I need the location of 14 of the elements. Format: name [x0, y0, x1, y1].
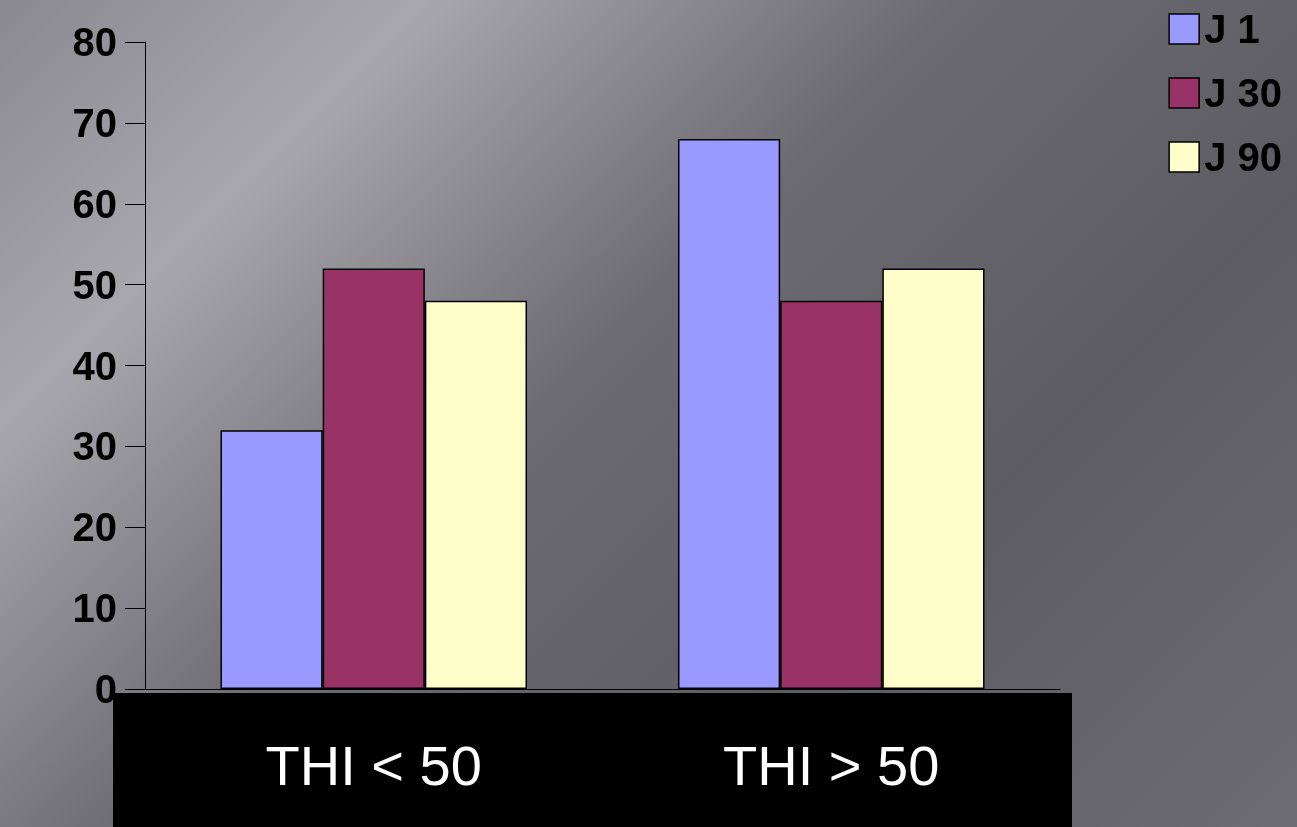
legend-label: J 90	[1204, 135, 1283, 179]
y-tick-label: 10	[72, 586, 117, 631]
y-tick-label: 50	[72, 262, 117, 307]
y-tick-label: 20	[72, 505, 117, 550]
y-tick-label: 30	[72, 424, 117, 469]
legend-label: J 1	[1204, 7, 1260, 51]
y-tick-label: 70	[72, 100, 117, 145]
legend-label: J 30	[1204, 71, 1283, 115]
y-tick-label: 60	[72, 181, 117, 226]
x-tick-label: THI > 50	[723, 733, 940, 797]
y-tick-label: 80	[72, 20, 117, 64]
y-tick-label: 40	[72, 343, 117, 388]
x-tick-label: THI < 50	[265, 733, 482, 797]
y-tick-label: 0	[94, 667, 117, 711]
